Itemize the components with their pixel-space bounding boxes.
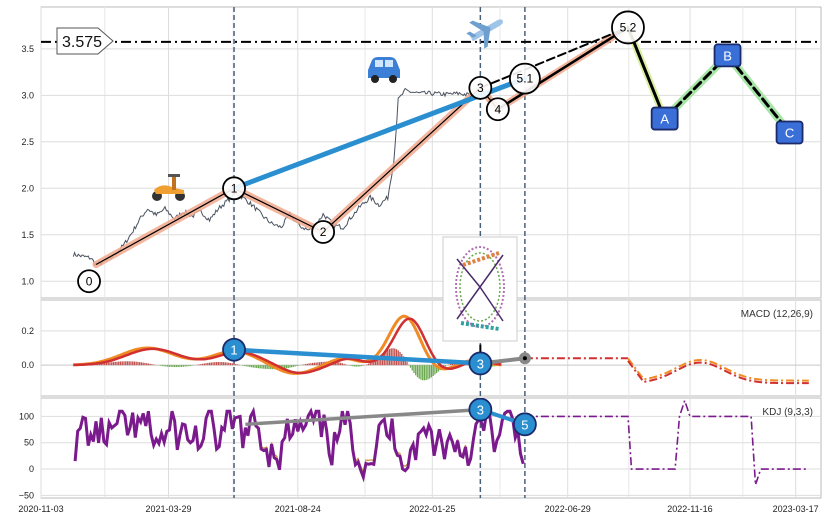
axis-labels: 2020-11-03 2021-03-29 2021-08-24 2022-01-25… bbox=[18, 44, 818, 514]
wave-label-marker bbox=[77, 269, 101, 294]
macd-marker bbox=[222, 337, 246, 362]
kdj-projection-line bbox=[524, 398, 809, 486]
x-tick-label: 2020-11-03 bbox=[18, 504, 63, 514]
x-tick-label: 2021-03-29 bbox=[146, 504, 192, 514]
car-icon bbox=[368, 57, 400, 83]
wave-label: 1 bbox=[231, 181, 238, 195]
wave-label: 5.2 bbox=[620, 20, 637, 34]
airplane-icon bbox=[466, 19, 504, 49]
wave-label-marker bbox=[468, 75, 493, 100]
kdj-marker-label: 5 bbox=[521, 417, 528, 432]
wave-4-5-line bbox=[496, 26, 630, 111]
scooter-icon bbox=[152, 174, 185, 201]
kdj-y-tick-label: −50 bbox=[19, 490, 34, 500]
kdj-marker bbox=[512, 412, 537, 437]
macd-marker-label: 3 bbox=[477, 356, 484, 371]
wave-1-2-line bbox=[233, 187, 324, 233]
kdj-label: KDJ (9,3,3) bbox=[762, 407, 813, 418]
kdj-gray-trend bbox=[245, 407, 481, 427]
macd-marker bbox=[468, 351, 493, 376]
macd-divergence-line bbox=[233, 347, 481, 366]
price-y-tick-label: 3.5 bbox=[21, 44, 34, 54]
reference-line-group: 3.575 bbox=[56, 27, 114, 55]
price-y-tick-label: 2.5 bbox=[21, 137, 34, 147]
kdj-layer: 35 bbox=[73, 398, 809, 486]
price-y-tick-label: 1.5 bbox=[21, 230, 34, 240]
macd-label: MACD (12,26,9) bbox=[741, 309, 813, 320]
macd-layer: 13 bbox=[41, 314, 821, 385]
wave-label-marker bbox=[311, 220, 336, 244]
macd-projection-dot-center bbox=[522, 356, 527, 361]
wave-3-5-dashed bbox=[479, 26, 629, 89]
price-y-tick-label: 1.0 bbox=[21, 276, 34, 286]
wave-label: 2 bbox=[320, 225, 327, 239]
kdj-y-tick-label: 0 bbox=[29, 464, 34, 474]
price-y-tick-label: 3.0 bbox=[21, 90, 34, 100]
wave-label: B bbox=[723, 48, 732, 63]
wave-label-marker bbox=[485, 97, 510, 122]
price-panel bbox=[40, 6, 822, 299]
wave-label-marker bbox=[611, 10, 645, 45]
x-tick-label: 2022-06-29 bbox=[545, 504, 591, 514]
x-tick-label: 2022-11-16 bbox=[667, 504, 712, 514]
macd-y-tick-label: 0.2 bbox=[21, 326, 34, 336]
wave-label-marker bbox=[222, 176, 246, 201]
wave-b-c-line bbox=[726, 53, 792, 135]
macd-y-tick-label: 0.0 bbox=[21, 360, 34, 370]
x-tick-label: 2022-01-25 bbox=[409, 504, 455, 514]
x-tick-label: 2023-03-17 bbox=[773, 504, 819, 514]
macd-marker-label: 1 bbox=[230, 343, 237, 358]
price-layer: 0 1 2 34 5.1 5.2 A B C bbox=[41, 10, 821, 294]
price-line bbox=[72, 87, 496, 266]
wave-label: 3 bbox=[477, 81, 484, 95]
kdj-marker bbox=[468, 398, 493, 422]
reference-label: 3.575 bbox=[62, 34, 102, 51]
wave-label-marker bbox=[650, 106, 679, 131]
ferris-wheel-icon bbox=[442, 236, 518, 342]
wave-label: 0 bbox=[86, 274, 93, 288]
wave-label: 4 bbox=[494, 102, 501, 116]
kdj-k-line bbox=[73, 406, 525, 483]
kdj-marker-label: 3 bbox=[477, 403, 484, 418]
reference-label-box bbox=[56, 27, 114, 55]
wave-0-1-line bbox=[95, 187, 235, 266]
macd-panel bbox=[40, 299, 822, 397]
wave-label: C bbox=[785, 126, 794, 141]
wave-2-3-line bbox=[322, 87, 481, 233]
kdj-y-tick-label: 100 bbox=[19, 411, 34, 421]
wave-label-marker bbox=[713, 43, 742, 68]
grid-lines bbox=[40, 7, 821, 498]
macd-signal-line bbox=[73, 317, 502, 375]
x-tick-label: 2021-08-24 bbox=[275, 504, 321, 514]
wave-label: A bbox=[660, 112, 669, 127]
wave-label-marker bbox=[775, 120, 804, 145]
wave-label: 5.1 bbox=[517, 72, 534, 86]
kdj-y-tick-label: 50 bbox=[24, 438, 34, 448]
price-y-tick-label: 2.0 bbox=[21, 183, 34, 193]
wave-label-marker bbox=[508, 62, 541, 95]
